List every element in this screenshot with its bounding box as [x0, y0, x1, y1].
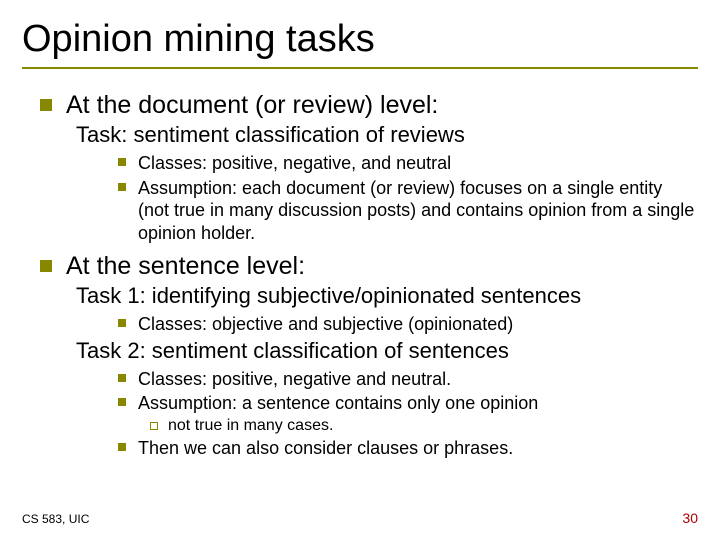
slide: Opinion mining tasks At the document (or… [0, 0, 720, 540]
square-bullet-icon [118, 374, 126, 382]
bullet-level4: not true in many cases. [40, 417, 698, 435]
bullet-level1: At the sentence level: [40, 252, 698, 281]
bullet-level2: Task: sentiment classification of review… [40, 122, 698, 148]
bullet-level2: Task 2: sentiment classification of sent… [40, 338, 698, 364]
level1-text: At the document (or review) level: [66, 91, 438, 120]
level1-text: At the sentence level: [66, 252, 305, 281]
bullet-level3: Assumption: each document (or review) fo… [40, 177, 698, 245]
square-bullet-icon [118, 443, 126, 451]
level3-text: Assumption: a sentence contains only one… [138, 392, 538, 415]
level4-text: not true in many cases. [168, 417, 333, 435]
page-number: 30 [682, 510, 698, 526]
level3-text: Then we can also consider clauses or phr… [138, 437, 513, 460]
level2-text: Task: sentiment classification of review… [76, 122, 698, 148]
bullet-level3: Then we can also consider clauses or phr… [40, 437, 698, 460]
bullet-level3: Classes: positive, negative, and neutral [40, 152, 698, 175]
square-bullet-icon [118, 158, 126, 166]
footer-course: CS 583, UIC [22, 512, 89, 526]
level3-text: Classes: positive, negative and neutral. [138, 368, 451, 391]
bullet-level3: Classes: objective and subjective (opini… [40, 313, 698, 336]
level3-text: Assumption: each document (or review) fo… [138, 177, 698, 245]
bullet-level3: Classes: positive, negative and neutral. [40, 368, 698, 391]
slide-content: At the document (or review) level: Task:… [22, 91, 698, 459]
title-underline: Opinion mining tasks [22, 18, 698, 69]
slide-title: Opinion mining tasks [22, 18, 698, 61]
bullet-level1: At the document (or review) level: [40, 91, 698, 120]
level3-text: Classes: objective and subjective (opini… [138, 313, 513, 336]
hollow-square-bullet-icon [150, 422, 158, 430]
square-bullet-icon [40, 260, 52, 272]
square-bullet-icon [40, 99, 52, 111]
level2-text: Task 1: identifying subjective/opinionat… [76, 283, 698, 309]
level3-text: Classes: positive, negative, and neutral [138, 152, 451, 175]
bullet-level2: Task 1: identifying subjective/opinionat… [40, 283, 698, 309]
square-bullet-icon [118, 319, 126, 327]
level2-text: Task 2: sentiment classification of sent… [76, 338, 698, 364]
bullet-level3: Assumption: a sentence contains only one… [40, 392, 698, 415]
square-bullet-icon [118, 183, 126, 191]
square-bullet-icon [118, 398, 126, 406]
